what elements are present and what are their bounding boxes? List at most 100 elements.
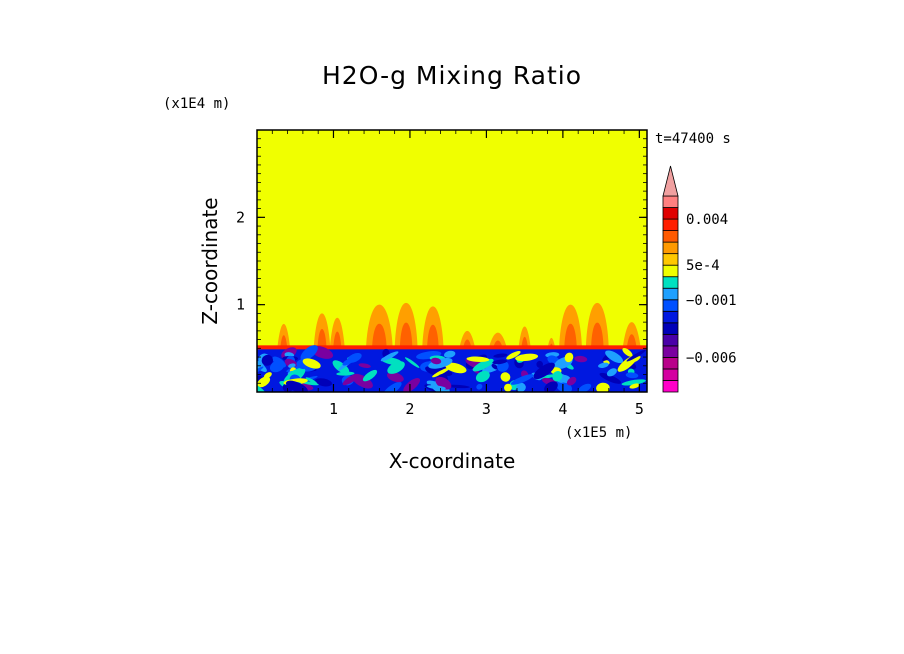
boundary-eddy xyxy=(380,351,399,362)
colorbar-cell xyxy=(662,230,679,243)
boundary-eddy xyxy=(382,381,402,392)
plume-core xyxy=(564,323,577,353)
boundary-eddy xyxy=(300,345,318,361)
boundary-eddy xyxy=(428,357,453,369)
colorbar-cell xyxy=(662,253,679,266)
boundary-eddy xyxy=(288,363,296,368)
boundary-eddy xyxy=(336,371,355,376)
boundary-eddy xyxy=(596,382,610,392)
x-tick-label: 5 xyxy=(635,400,644,418)
boundary-eddy xyxy=(475,370,490,383)
colorbar-cell xyxy=(662,345,679,358)
x-tick-label: 2 xyxy=(405,400,414,418)
y-tick-label: 1 xyxy=(236,296,245,314)
boundary-eddy xyxy=(362,369,378,382)
boundary-eddy xyxy=(443,350,456,358)
boundary-eddy xyxy=(305,377,318,385)
colorbar-cell xyxy=(662,195,679,208)
boundary-eddy xyxy=(500,372,511,382)
boundary-eddy xyxy=(574,355,588,363)
plume-core xyxy=(371,323,387,353)
boundary-eddy xyxy=(493,353,508,358)
boundary-eddy xyxy=(621,379,646,386)
boundary-eddy xyxy=(342,373,359,386)
boundary-eddy xyxy=(426,385,446,390)
boundary-eddy xyxy=(606,368,617,377)
boundary-eddy xyxy=(622,347,633,357)
boundary-eddy xyxy=(433,365,447,372)
boundary-layer xyxy=(257,345,647,392)
boundary-eddy xyxy=(599,372,622,384)
boundary-eddy xyxy=(598,362,609,368)
boundary-eddy xyxy=(552,371,563,382)
boundary-eddy xyxy=(533,362,555,380)
colorbar-cell xyxy=(662,241,679,255)
colorbar-extend-arrow xyxy=(662,165,679,197)
y-axis: 12 xyxy=(236,138,647,384)
colorbar: 0.004 5e-4 −0.001 −0.006 xyxy=(662,165,737,393)
boundary-eddy xyxy=(386,372,404,383)
boundary-eddy xyxy=(472,358,494,372)
colorbar-cell xyxy=(662,322,679,335)
x-tick-label: 1 xyxy=(329,400,338,418)
boundary-eddy xyxy=(566,376,577,386)
boundary-layer-top-edge xyxy=(257,345,647,350)
boundary-eddy xyxy=(387,361,405,374)
colorbar-cell xyxy=(662,218,679,231)
boundary-eddy xyxy=(261,354,273,366)
x-tick-label: 3 xyxy=(482,400,491,418)
boundary-eddy xyxy=(445,362,467,374)
plume-core xyxy=(399,322,413,353)
y-axis-label: Z-coordinate xyxy=(198,197,222,324)
colorbar-label: 5e-4 xyxy=(686,258,720,274)
boundary-eddy xyxy=(403,377,421,392)
colorbar-cell xyxy=(662,357,679,370)
colorbar-cell xyxy=(662,287,679,301)
plume-core xyxy=(590,322,604,353)
boundary-eddy xyxy=(432,367,450,378)
boundary-eddy xyxy=(404,357,420,368)
colorbar-cell xyxy=(662,276,679,289)
boundary-eddy xyxy=(466,356,490,362)
colorbar-cell xyxy=(662,380,679,393)
boundary-eddy xyxy=(257,383,267,392)
colorbar-cell xyxy=(662,264,679,278)
y-unit-label: (x1E4 m) xyxy=(163,96,230,112)
boundary-eddy xyxy=(263,372,272,379)
boundary-eddy xyxy=(578,383,592,392)
boundary-eddy xyxy=(430,357,442,365)
boundary-eddy xyxy=(536,360,543,368)
colorbar-label: 0.004 xyxy=(686,212,728,228)
colorbar-label: −0.001 xyxy=(686,293,737,309)
colorbar-cell xyxy=(662,207,679,220)
boundary-eddy xyxy=(347,352,362,363)
boundary-eddy xyxy=(564,352,574,363)
boundary-eddy xyxy=(285,380,308,392)
boundary-eddy xyxy=(492,359,508,365)
boundary-eddy xyxy=(482,361,503,373)
colorbar-label: −0.006 xyxy=(686,350,737,366)
boundary-eddy xyxy=(510,374,534,385)
x-unit-label: (x1E5 m) xyxy=(565,425,632,441)
boundary-eddy xyxy=(633,356,641,362)
x-axis: 1 2 3 4 5 xyxy=(271,130,644,418)
boundary-eddy xyxy=(515,353,539,362)
colorbar-cell xyxy=(662,310,679,324)
boundary-eddy xyxy=(476,383,483,390)
boundary-eddy xyxy=(272,356,286,368)
boundary-eddy xyxy=(257,376,271,388)
boundary-eddy xyxy=(626,349,646,362)
boundary-eddy xyxy=(491,364,499,370)
colorbar-cell xyxy=(662,368,679,381)
chart-title: H2O-g Mixing Ratio xyxy=(322,61,582,90)
colorbar-cell xyxy=(662,299,679,312)
boundary-eddy xyxy=(605,350,624,364)
time-label: t=47400 s xyxy=(655,131,731,147)
x-axis-label: X-coordinate xyxy=(389,449,516,473)
x-tick-label: 4 xyxy=(558,400,567,418)
boundary-eddy xyxy=(314,378,332,387)
boundary-eddy xyxy=(504,383,512,392)
y-tick-label: 2 xyxy=(236,208,245,226)
boundary-eddy xyxy=(629,383,640,389)
